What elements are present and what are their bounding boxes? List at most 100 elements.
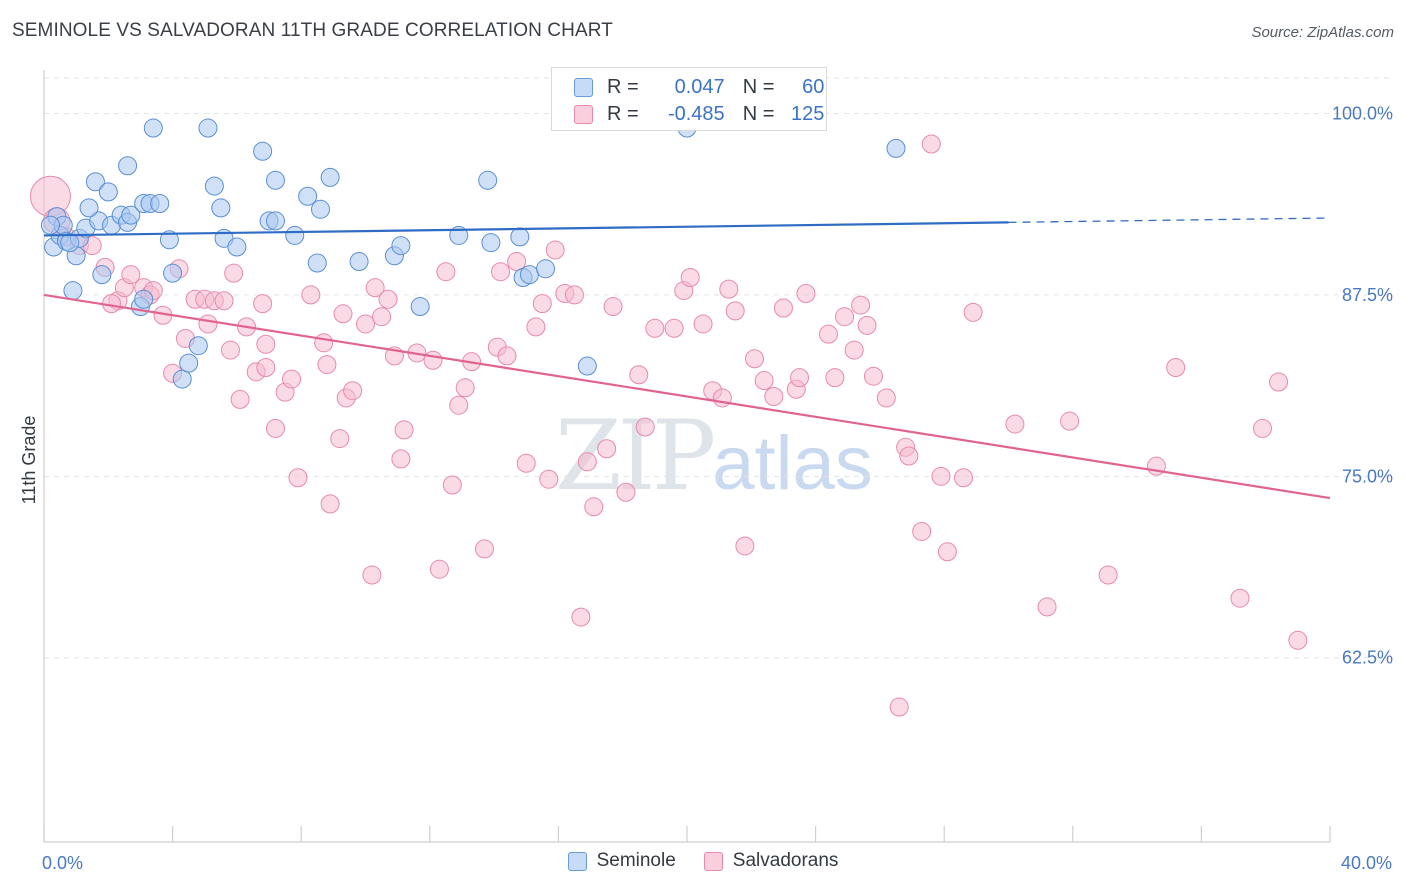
- salvadoran-point: [532, 294, 552, 314]
- y-axis-label: 11th Grade: [19, 416, 39, 505]
- seminole-swatch: [574, 77, 593, 97]
- salvadoran-point: [818, 324, 838, 344]
- salvadoran-point: [442, 475, 462, 495]
- seminole-point: [478, 170, 498, 190]
- seminole-point: [40, 215, 60, 235]
- salvadoran-point: [1060, 411, 1080, 431]
- salvadoran-point: [635, 417, 655, 437]
- salvadoran-point: [953, 468, 973, 488]
- seminole-point: [198, 118, 218, 138]
- salvadoran-point: [317, 355, 337, 375]
- salvadoran-point: [921, 134, 941, 154]
- seminole-point: [63, 281, 83, 301]
- seminole-point: [536, 259, 556, 279]
- salvadoran-point: [863, 366, 883, 386]
- salvadoran-point: [526, 317, 546, 337]
- seminole-point: [92, 265, 112, 285]
- salvadoran-point: [121, 265, 141, 285]
- legend-item-seminole[interactable]: Seminole: [567, 850, 676, 872]
- legend-n-value: 125: [791, 102, 825, 125]
- seminole-point: [134, 289, 154, 309]
- salvadoran-point: [214, 291, 234, 311]
- salvadoran-point: [365, 278, 385, 298]
- legend-r-value: 0.047: [674, 75, 725, 98]
- salvadoran-point: [857, 315, 877, 335]
- chart-source: Source: ZipAtlas.com: [1251, 24, 1394, 41]
- seminole-point: [410, 297, 430, 317]
- correlation-legend: R = 0.047 N = 60 R = -0.485 N = 125: [551, 67, 827, 131]
- seminole-point: [79, 198, 99, 218]
- salvadoran-point: [372, 307, 392, 327]
- legend-row-seminole: R = 0.047 N = 60: [574, 73, 824, 101]
- salvadoran-point: [825, 368, 845, 388]
- salvadoran-point: [835, 307, 855, 327]
- salvadoran-point: [378, 289, 398, 309]
- salvadoran-swatch: [703, 851, 723, 871]
- seminole-point: [204, 176, 224, 196]
- salvadoran-point: [1230, 588, 1250, 608]
- seminole-trend-line: [43, 221, 1009, 237]
- watermark-atlas: atlas: [712, 421, 873, 506]
- salvadoran-point: [564, 285, 584, 305]
- salvadoran-point: [539, 469, 559, 489]
- salvadoran-point: [577, 452, 597, 472]
- seminole-point: [118, 156, 138, 176]
- salvadoran-point: [516, 453, 536, 473]
- salvadoran-point: [725, 301, 745, 321]
- axes: [43, 70, 1331, 843]
- salvadoran-point: [931, 466, 951, 486]
- salvadoran-point: [571, 607, 591, 627]
- legend-label-seminole: Seminole: [596, 850, 676, 871]
- seminole-point: [163, 263, 183, 283]
- salvadoran-point: [616, 482, 636, 502]
- salvadoran-point: [343, 381, 363, 401]
- salvadoran-point: [851, 295, 871, 315]
- seminole-point: [349, 252, 369, 272]
- salvadoran-point: [796, 283, 816, 303]
- salvadoran-point: [330, 429, 350, 449]
- salvadoran-point: [474, 539, 494, 559]
- x-tick-label: 40.0%: [1341, 853, 1392, 873]
- seminole-point: [98, 182, 118, 202]
- seminole-point: [172, 369, 192, 389]
- salvadoran-swatch: [574, 104, 593, 124]
- salvadoran-point: [680, 268, 700, 288]
- y-tick-label: 75.0%: [1342, 466, 1393, 486]
- salvadoran-point: [314, 333, 334, 353]
- salvadoran-point: [230, 389, 250, 409]
- salvadoran-point: [491, 262, 511, 282]
- salvadoran-point: [597, 439, 617, 459]
- seminole-point: [320, 167, 340, 187]
- legend-item-salvadorans[interactable]: Salvadorans: [703, 850, 839, 872]
- seminole-point: [481, 233, 501, 253]
- salvadoran-point: [545, 240, 565, 260]
- seminole-trend-extension: [1008, 217, 1331, 224]
- legend-label-salvadorans: Salvadorans: [732, 850, 839, 871]
- legend-n-label: N =: [742, 75, 775, 98]
- seminole-point: [265, 211, 285, 231]
- grid-lines: [44, 77, 1392, 659]
- salvadoran-point: [497, 346, 517, 366]
- seminole-point: [307, 253, 327, 273]
- salvadoran-point: [391, 449, 411, 469]
- seminole-point: [143, 118, 163, 138]
- salvadoran-point: [256, 357, 276, 377]
- salvadoran-point: [394, 420, 414, 440]
- salvadoran-point: [220, 340, 240, 360]
- salvadoran-points: [29, 134, 1308, 717]
- salvadoran-point: [629, 365, 649, 385]
- seminole-point: [519, 265, 539, 285]
- trend-lines: [43, 217, 1331, 500]
- seminole-point: [150, 194, 170, 214]
- seminole-point: [298, 186, 318, 206]
- salvadoran-point: [1037, 597, 1057, 617]
- seminole-point: [285, 225, 305, 245]
- salvadoran-point: [288, 468, 308, 488]
- salvadoran-point: [1166, 357, 1186, 377]
- y-tick-label: 100.0%: [1332, 104, 1393, 124]
- salvadoran-point: [735, 536, 755, 556]
- seminole-point: [179, 353, 199, 373]
- salvadoran-trend-line: [43, 293, 1331, 500]
- salvadoran-point: [449, 395, 469, 415]
